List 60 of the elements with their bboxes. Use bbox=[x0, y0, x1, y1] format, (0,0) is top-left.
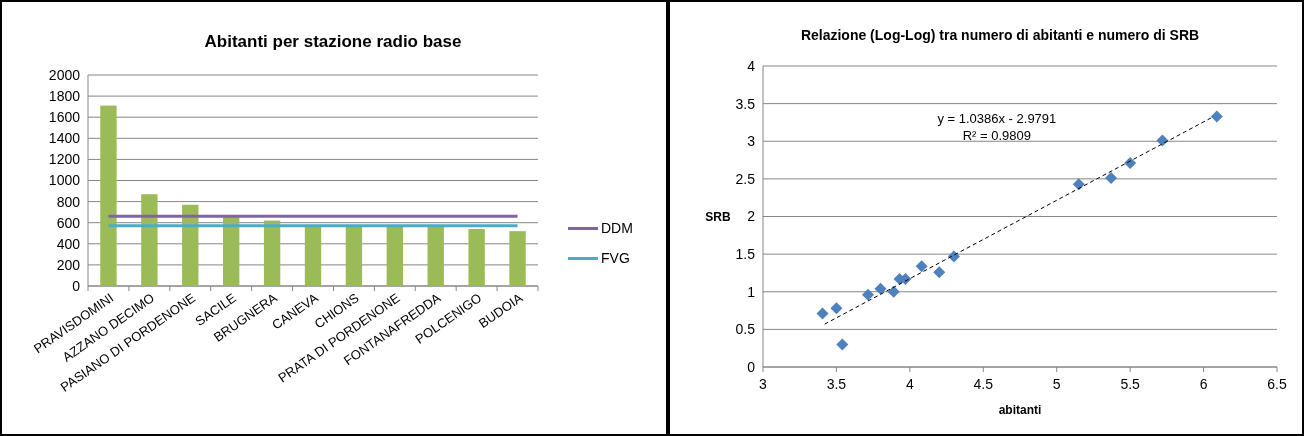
legend-label: FVG bbox=[601, 250, 630, 267]
x-tick-label: 4.5 bbox=[973, 376, 994, 392]
y-tick-label: 1000 bbox=[48, 172, 81, 189]
point bbox=[1210, 110, 1223, 123]
chart-title: Relazione (Log-Log) tra numero di abitanti e numero di SRB bbox=[800, 27, 1200, 43]
y-tick-label: 3.5 bbox=[735, 95, 756, 112]
x-tick-label: 5 bbox=[1052, 376, 1061, 392]
annotation: R² = 0.9809 bbox=[962, 128, 1032, 143]
y-tick-label: 3 bbox=[747, 133, 756, 150]
y-tick-label: 1400 bbox=[48, 130, 81, 147]
y-tick-label: 600 bbox=[56, 214, 81, 231]
point bbox=[887, 285, 900, 298]
bar bbox=[141, 194, 158, 286]
y-tick-label: 2000 bbox=[48, 66, 81, 83]
y-tick-label: 2.5 bbox=[735, 170, 756, 187]
point bbox=[947, 250, 960, 263]
bar bbox=[468, 229, 485, 286]
x-tick-label: 5.5 bbox=[1120, 376, 1141, 392]
x-axis-title: abitanti bbox=[998, 403, 1042, 417]
y-tick-label: 200 bbox=[56, 256, 81, 273]
bar bbox=[427, 224, 444, 286]
legend-label: DDM bbox=[601, 220, 633, 237]
point bbox=[816, 307, 829, 320]
point bbox=[874, 282, 887, 295]
y-tick-label: 0 bbox=[747, 358, 756, 375]
x-tick-label: 6.5 bbox=[1267, 376, 1287, 392]
y-tick-label: 0 bbox=[72, 277, 81, 294]
x-tick-label: 3 bbox=[759, 376, 768, 392]
bar bbox=[304, 224, 322, 286]
y-tick-label: 0.5 bbox=[735, 321, 756, 338]
annotation: y = 1.0386x - 2.9791 bbox=[937, 111, 1057, 126]
y-tick-label: 1 bbox=[747, 283, 756, 300]
chart-title: Abitanti per stazione radio base bbox=[204, 32, 462, 51]
point bbox=[862, 288, 874, 301]
y-tick-label: 800 bbox=[56, 193, 81, 210]
bar bbox=[345, 224, 363, 286]
y-tick-label: 1800 bbox=[48, 88, 81, 104]
bar bbox=[386, 224, 403, 286]
bar bbox=[100, 105, 117, 286]
y-tick-label: 2 bbox=[747, 208, 756, 225]
y-tick-label: 400 bbox=[56, 235, 81, 252]
bar bbox=[263, 220, 281, 286]
point bbox=[933, 266, 946, 279]
bar bbox=[509, 231, 526, 286]
x-tick-label: 6 bbox=[1199, 376, 1208, 392]
point bbox=[830, 302, 843, 315]
x-tick-label: 3.5 bbox=[826, 376, 847, 392]
point bbox=[1156, 134, 1169, 147]
y-axis-title: SRB bbox=[705, 209, 731, 224]
point bbox=[1105, 172, 1118, 185]
y-tick-label: 1600 bbox=[48, 109, 81, 126]
point bbox=[1072, 178, 1085, 191]
y-tick-label: 1200 bbox=[48, 151, 81, 168]
point bbox=[1124, 157, 1137, 170]
y-tick-label: 4 bbox=[747, 57, 756, 74]
x-tick-label: 4 bbox=[905, 376, 914, 392]
point bbox=[915, 260, 928, 273]
y-tick-label: 1.5 bbox=[735, 246, 756, 263]
bar bbox=[223, 216, 240, 286]
point bbox=[836, 338, 849, 351]
